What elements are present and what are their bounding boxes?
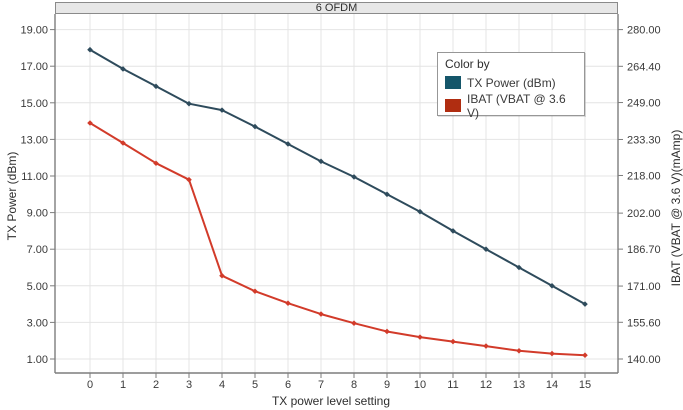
y-tick-label-left: 1.00: [27, 354, 48, 366]
data-point-marker: [252, 288, 258, 295]
y-tick-label-left: 11.00: [21, 171, 48, 183]
y-tick-label-right: 186.70: [627, 244, 661, 256]
data-point-marker: [549, 283, 555, 289]
data-point-marker: [153, 160, 159, 167]
y-tick-label-left: 15.00: [20, 98, 48, 110]
data-point-marker: [318, 158, 324, 165]
legend-item-tx-power[interactable]: TX Power (dBm): [445, 74, 577, 91]
y-tick-label-left: 5.00: [27, 281, 48, 293]
x-tick-label: 10: [414, 379, 426, 391]
data-point-marker: [384, 328, 390, 335]
legend-item-label: TX Power (dBm): [467, 75, 556, 90]
data-point-marker: [351, 320, 357, 327]
x-tick-label: 5: [252, 379, 258, 391]
data-point-marker: [219, 272, 225, 279]
data-point-marker: [153, 83, 159, 90]
y-tick-label-right: 155.60: [627, 317, 661, 329]
y-tick-label-right: 280.00: [627, 25, 661, 37]
data-point-marker: [120, 66, 126, 72]
data-point-marker: [219, 107, 225, 113]
data-point-marker: [384, 191, 390, 198]
series-line-tx-power: [89, 48, 586, 305]
x-tick-label: 13: [513, 379, 525, 391]
data-point-marker: [450, 338, 456, 345]
data-point-marker: [582, 301, 588, 307]
chart-title: 6 OFDM: [315, 2, 358, 14]
data-point-marker: [351, 174, 357, 180]
legend-title: Color by: [445, 57, 490, 71]
data-point-marker: [549, 350, 555, 357]
x-axis-title: TX power level setting: [271, 394, 391, 408]
x-tick-label: 1: [120, 379, 126, 391]
data-point-marker: [285, 300, 291, 307]
data-point-marker: [318, 311, 324, 317]
y-tick-label-left: 7.00: [27, 244, 48, 256]
x-tick-label: 7: [318, 379, 324, 391]
tx-power-swatch-icon: [445, 76, 461, 89]
x-tick-label: 11: [447, 379, 458, 391]
x-tick-label: 4: [219, 379, 225, 391]
data-point-marker: [285, 141, 291, 147]
x-tick-label: 14: [546, 379, 558, 391]
data-point-marker: [483, 246, 489, 252]
x-tick-label: 15: [579, 379, 591, 391]
data-point-marker: [516, 264, 522, 271]
data-point-marker: [252, 123, 258, 130]
y-tick-label-left: 3.00: [27, 317, 48, 329]
left-axis-title: TX Power (dBm): [5, 151, 19, 241]
x-tick-label: 3: [186, 379, 192, 391]
y-tick-label-right: 218.00: [627, 170, 661, 182]
data-point-marker: [483, 343, 489, 349]
y-tick-label-left: 17.00: [20, 61, 48, 73]
x-tick-label: 8: [351, 379, 357, 391]
data-point-marker: [186, 100, 192, 107]
data-point-marker: [582, 352, 588, 359]
data-point-marker: [450, 228, 456, 234]
ibat-swatch-icon: [445, 99, 461, 112]
data-point-marker: [417, 208, 423, 215]
legend-item-label: IBAT (VBAT @ 3.6 V): [467, 91, 566, 120]
y-tick-label-right: 140.00: [627, 354, 661, 366]
x-tick-label: 0: [87, 379, 93, 391]
data-point-marker: [87, 46, 93, 53]
y-tick-label-right: 202.00: [627, 208, 661, 220]
x-tick-label: 12: [480, 379, 492, 391]
x-tick-label: 6: [285, 379, 291, 391]
legend: Color by TX Power (dBm) IBAT (VBAT @ 3.6…: [437, 52, 585, 120]
data-point-marker: [186, 176, 192, 183]
y-tick-label-right: 171.00: [627, 281, 661, 293]
y-tick-label-left: 13.00: [20, 134, 48, 146]
data-point-marker: [87, 120, 93, 126]
y-tick-label-right: 264.40: [627, 61, 661, 73]
data-point-marker: [516, 347, 522, 354]
y-tick-label-left: 9.00: [27, 208, 48, 220]
y-tick-label-left: 19.00: [20, 25, 48, 37]
y-tick-label-right: 233.30: [627, 134, 661, 146]
series-line-ibat: [89, 122, 586, 357]
right-axis-title: IBAT (VBAT @ 3.6 V)(mAmp): [669, 129, 683, 287]
y-tick-label-right: 249.00: [627, 98, 661, 110]
chart-title-bar: 6 OFDM: [55, 2, 618, 14]
data-point-marker: [120, 140, 126, 146]
x-tick-label: 9: [384, 379, 390, 391]
legend-item-ibat[interactable]: IBAT (VBAT @ 3.6 V): [445, 92, 577, 120]
data-point-marker: [417, 334, 423, 340]
x-tick-label: 2: [153, 379, 159, 391]
